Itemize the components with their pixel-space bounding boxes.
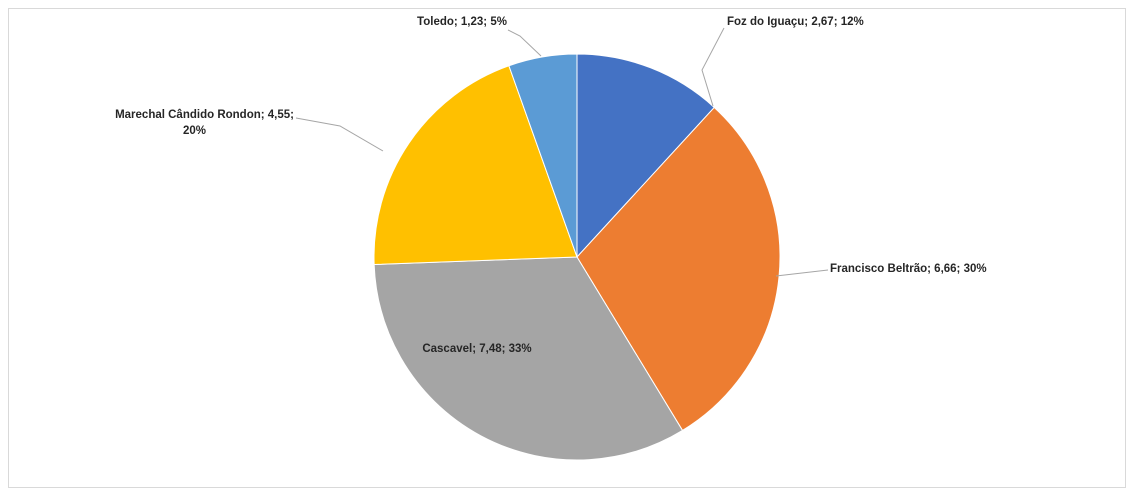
data-label: Francisco Beltrão; 6,66; 30% — [830, 263, 987, 275]
leader-line — [507, 29, 542, 57]
data-label: Cascavel; 7,48; 33% — [422, 343, 531, 355]
leader-line — [775, 269, 829, 277]
data-label: Toledo; 1,23; 5% — [417, 16, 507, 28]
pie-slice-cascavel — [373, 256, 684, 461]
data-label-line: 20% — [183, 125, 206, 137]
data-label-line: Francisco Beltrão; 6,66; 30% — [830, 263, 987, 275]
pie-slice-foz-do-igua-u — [576, 53, 715, 259]
data-label-line: Marechal Cândido Rondon; 4,55; — [115, 109, 294, 121]
pie-slice-francisco-beltr-o — [576, 106, 781, 432]
data-label: Marechal Cândido Rondon; 4,55; 20% — [115, 109, 294, 137]
leader-line — [295, 117, 384, 152]
data-label-line: Toledo; 1,23; 5% — [417, 16, 507, 28]
pie-slice-toledo — [508, 53, 578, 258]
data-label-line: Cascavel; 7,48; 33% — [422, 343, 531, 355]
data-label-line: Foz do Iguaçu; 2,67; 12% — [727, 16, 864, 28]
data-label: Foz do Iguaçu; 2,67; 12% — [727, 16, 864, 28]
leader-line — [701, 27, 725, 107]
